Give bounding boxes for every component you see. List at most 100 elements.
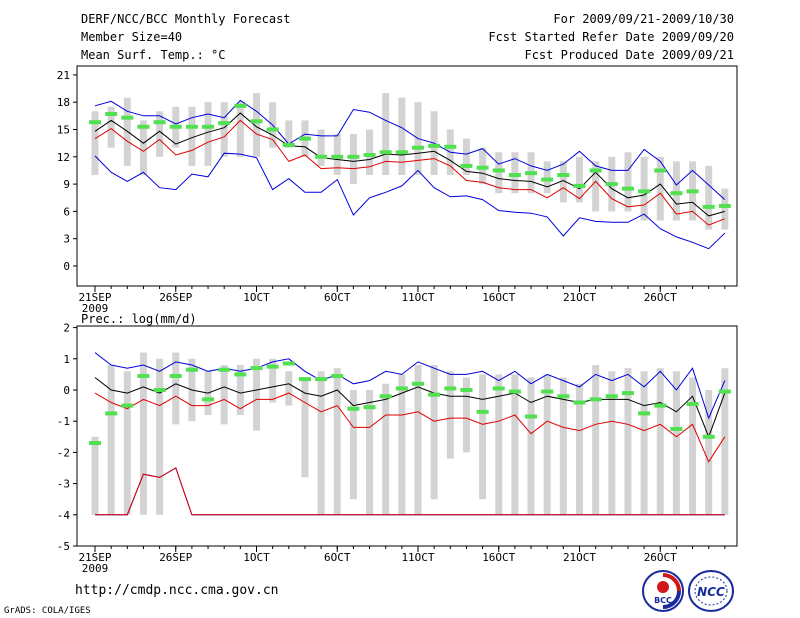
spread-box bbox=[139, 352, 147, 515]
spread-box bbox=[349, 134, 357, 185]
y-tick-label: -5 bbox=[57, 540, 70, 553]
mean-marker bbox=[718, 203, 731, 208]
mean-marker bbox=[315, 377, 328, 382]
mean-marker bbox=[137, 124, 150, 129]
mean-marker bbox=[492, 386, 505, 391]
mean-marker bbox=[686, 189, 699, 194]
mean-marker bbox=[266, 127, 279, 132]
y-tick-label: 21 bbox=[57, 69, 70, 82]
mean-marker bbox=[266, 364, 279, 369]
spread-box bbox=[511, 374, 519, 515]
spread-box bbox=[333, 368, 341, 515]
mean-marker bbox=[605, 182, 618, 187]
x-tick-label: 16OCT bbox=[482, 551, 515, 564]
mean-marker bbox=[412, 381, 424, 386]
spread-box bbox=[495, 374, 503, 515]
mean-marker bbox=[621, 186, 634, 191]
spread-box bbox=[559, 161, 567, 203]
mean-marker bbox=[508, 389, 521, 394]
mean-marker bbox=[525, 414, 538, 419]
spread-box bbox=[624, 368, 632, 515]
ncc-logo-text: NCC bbox=[697, 585, 725, 599]
series-line-median bbox=[94, 377, 726, 439]
series-line-upper bbox=[94, 99, 726, 200]
mean-marker bbox=[202, 397, 215, 402]
spread-box bbox=[317, 371, 325, 515]
spread-box bbox=[559, 377, 567, 515]
forecast-period: For 2009/09/21-2009/10/30 bbox=[553, 12, 734, 26]
mean-marker bbox=[718, 389, 731, 394]
mean-marker bbox=[121, 115, 134, 120]
x-year-label: 2009 bbox=[82, 302, 109, 315]
spread-box bbox=[640, 156, 648, 221]
series-line-upper bbox=[94, 352, 726, 420]
mean-marker bbox=[670, 191, 683, 196]
spread-box bbox=[91, 111, 99, 175]
mean-marker bbox=[298, 377, 311, 382]
grads-credit: GrADS: COLA/IGES bbox=[4, 606, 91, 616]
spread-box bbox=[107, 365, 115, 515]
spread-box bbox=[689, 377, 697, 515]
mean-marker bbox=[347, 406, 360, 411]
spread-box bbox=[269, 358, 277, 403]
spread-box bbox=[220, 102, 228, 157]
mean-marker bbox=[105, 411, 118, 416]
produced-date: Fcst Produced Date 2009/09/21 bbox=[524, 48, 734, 62]
spread-box bbox=[543, 374, 551, 515]
x-tick-label: 11OCT bbox=[401, 551, 434, 564]
mean-marker bbox=[702, 434, 715, 439]
bcc-logo: BCC bbox=[642, 570, 684, 612]
spread-box bbox=[285, 371, 293, 406]
spread-box bbox=[608, 371, 616, 515]
mean-marker bbox=[89, 120, 101, 125]
mean-marker bbox=[395, 386, 408, 391]
plot-frame bbox=[76, 325, 738, 547]
y-tick-label: 1 bbox=[63, 353, 70, 366]
source-url[interactable]: http://cmdp.ncc.cma.gov.cn bbox=[75, 583, 279, 598]
spread-box bbox=[382, 383, 390, 515]
spread-box bbox=[721, 368, 729, 515]
temperature-panel: 0 3 6 9 12 15 18 21 21SEP 26SEP 1OCT 6OCT 11OCT 16OCT… bbox=[57, 65, 738, 315]
mean-marker bbox=[89, 441, 101, 446]
spread-box bbox=[398, 374, 406, 515]
y-tick-label: 2 bbox=[63, 322, 70, 335]
mean-marker bbox=[331, 154, 344, 159]
mean-marker bbox=[686, 402, 699, 407]
spread-box bbox=[672, 161, 680, 221]
mean-marker bbox=[621, 391, 634, 396]
x-tick-label: 21OCT bbox=[563, 291, 596, 304]
y-tick-label: 3 bbox=[63, 233, 70, 246]
mean-marker bbox=[589, 168, 602, 173]
ncc-logo: NCC bbox=[688, 570, 734, 612]
spread-box bbox=[414, 365, 422, 515]
y-tick-label: 6 bbox=[63, 205, 70, 218]
mean-marker bbox=[557, 394, 570, 399]
x-tick-label: 26OCT bbox=[644, 551, 677, 564]
spread-box bbox=[253, 93, 260, 157]
spread-box bbox=[462, 138, 470, 175]
series-line-lower bbox=[94, 392, 726, 463]
spread-box bbox=[446, 371, 454, 459]
mean-marker bbox=[541, 177, 554, 182]
x-tick-label: 11OCT bbox=[401, 291, 434, 304]
mean-marker bbox=[460, 163, 473, 168]
mean-marker bbox=[234, 372, 247, 377]
spread-box bbox=[236, 365, 244, 415]
spread-box bbox=[398, 97, 406, 175]
mean-marker bbox=[218, 367, 231, 372]
mean-marker bbox=[363, 405, 376, 410]
series-line-median bbox=[94, 112, 725, 217]
mean-marker bbox=[589, 397, 602, 402]
spread-box bbox=[220, 365, 228, 425]
mean-marker bbox=[492, 168, 505, 173]
x-year-label: 2009 bbox=[82, 562, 109, 575]
variable-label: Mean Surf. Temp.: °C bbox=[81, 48, 226, 62]
spread-box bbox=[366, 129, 374, 175]
y-tick-label: 18 bbox=[57, 96, 70, 109]
mean-marker bbox=[460, 388, 473, 392]
precip-title: Prec.: log(mm/d) bbox=[81, 312, 197, 326]
mean-marker bbox=[605, 394, 618, 399]
x-tick-label: 6OCT bbox=[324, 551, 351, 564]
spread-box bbox=[349, 390, 357, 500]
refer-date: Fcst Started Refer Date 2009/09/20 bbox=[488, 30, 734, 44]
